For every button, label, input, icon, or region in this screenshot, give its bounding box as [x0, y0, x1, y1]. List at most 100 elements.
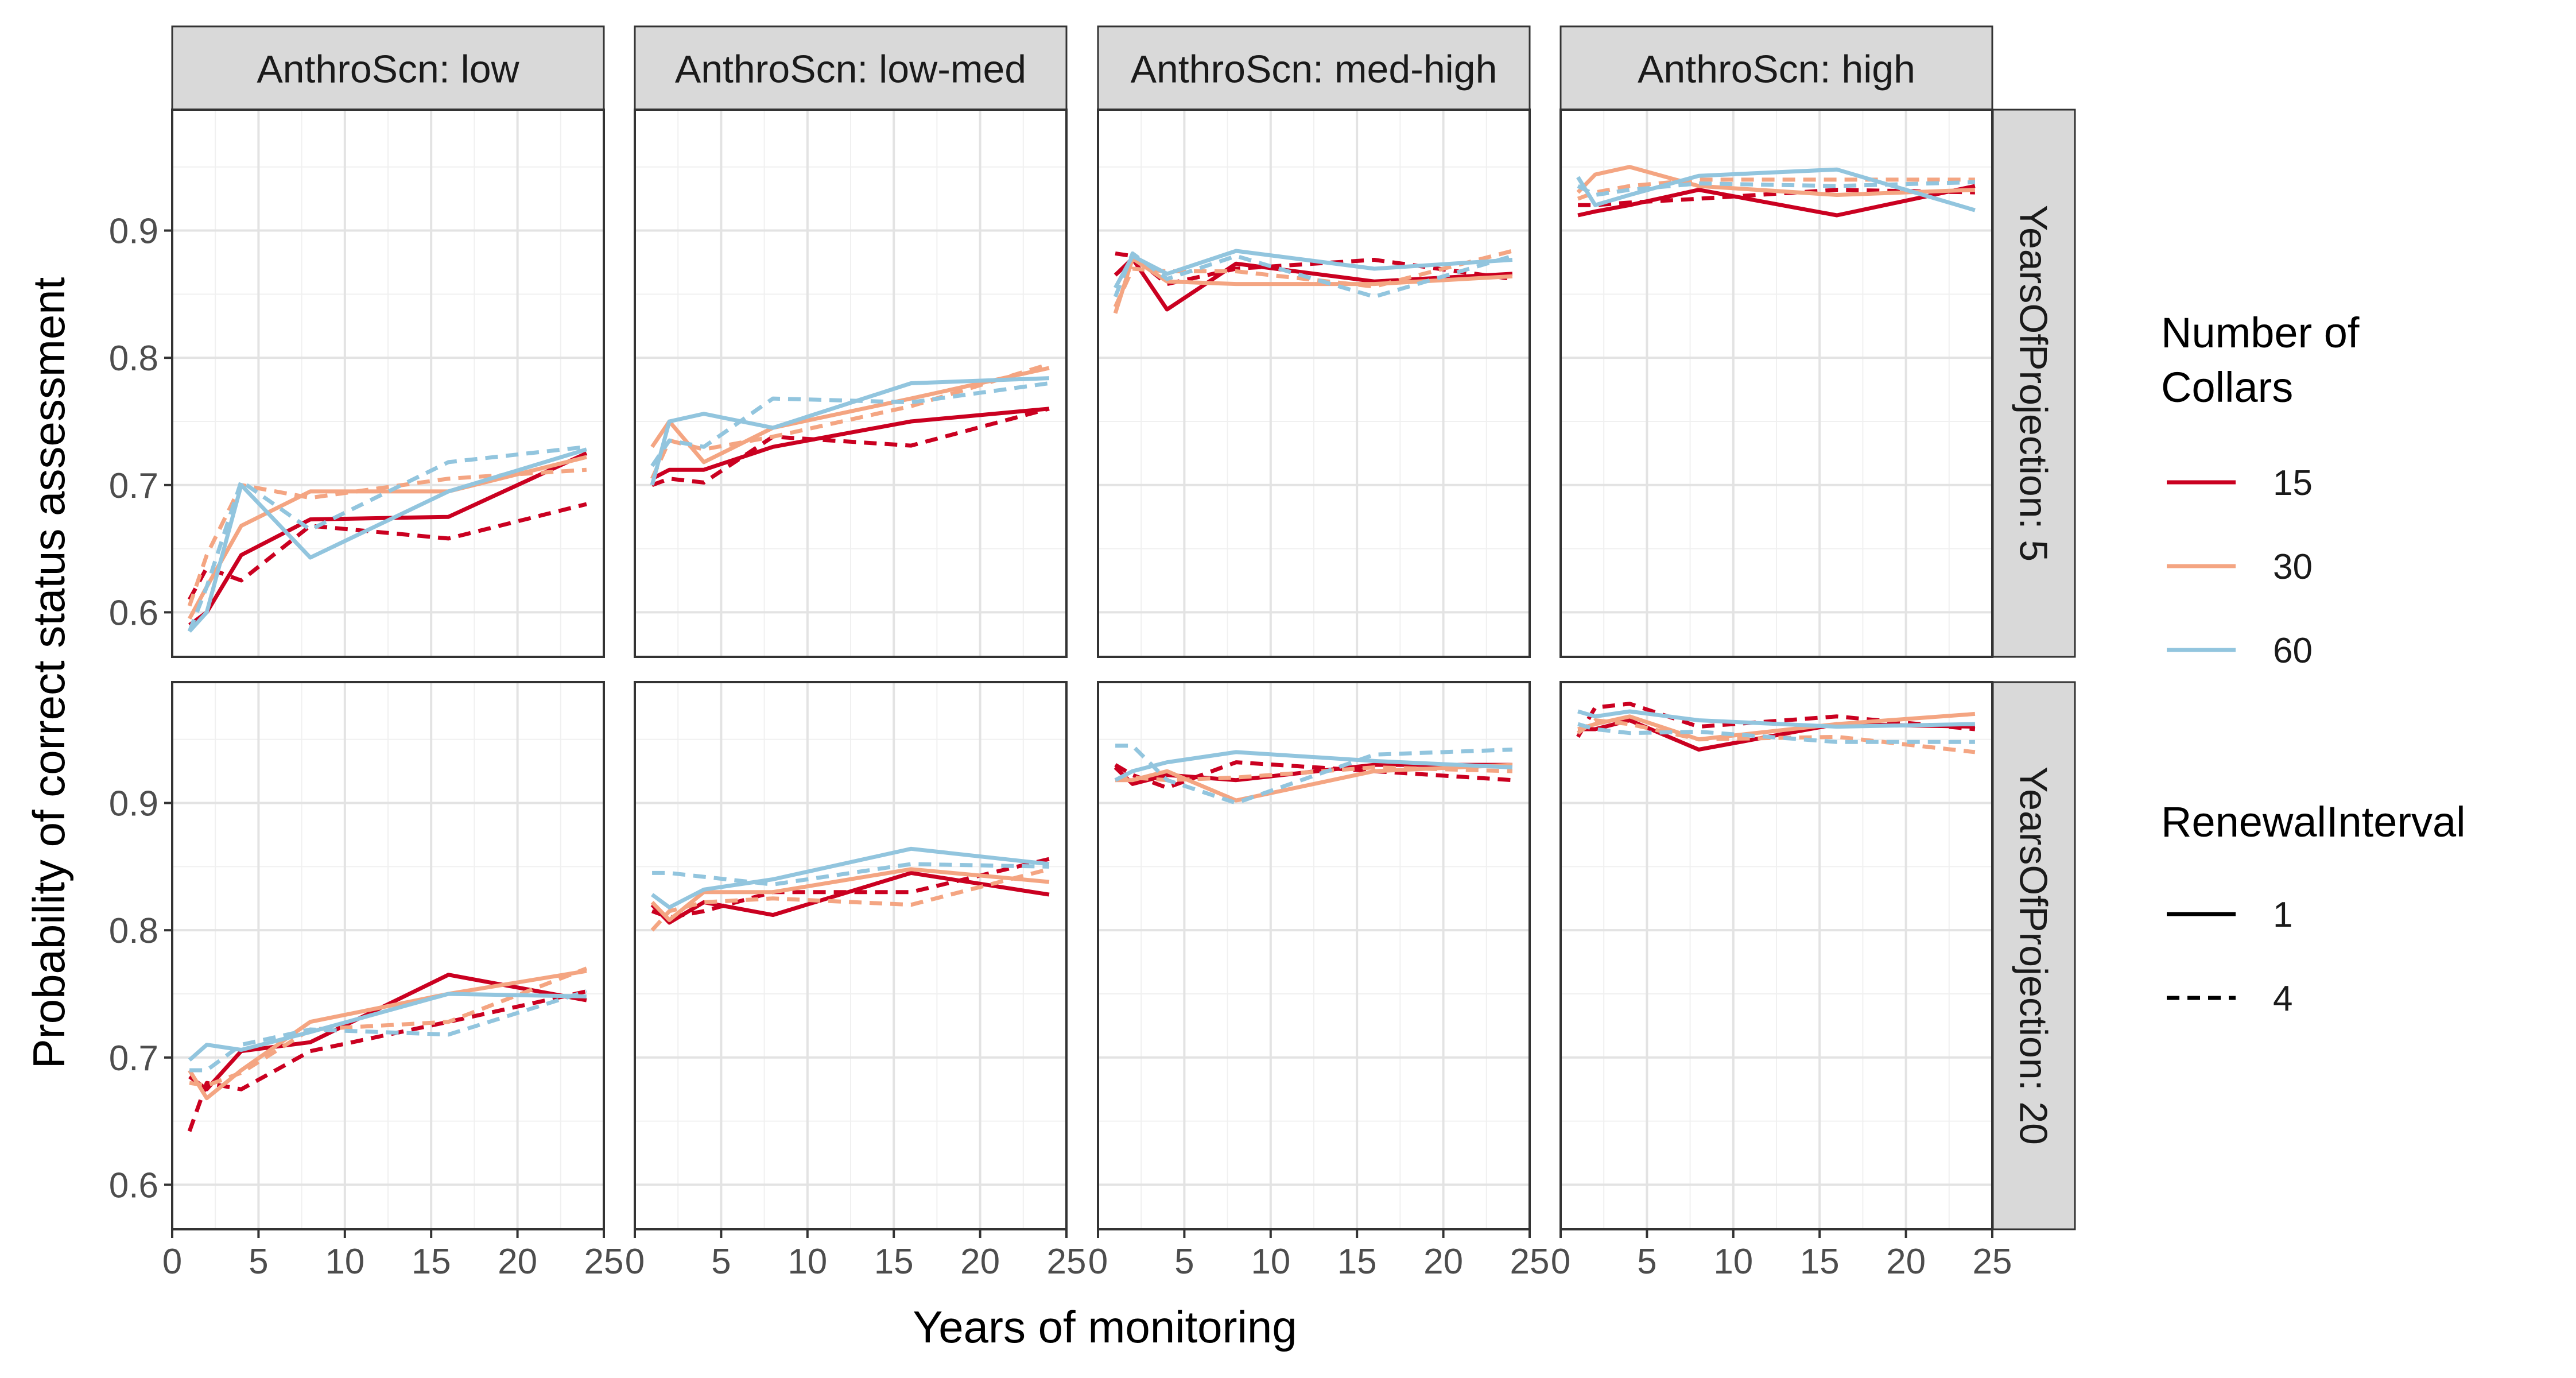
x-tick-label: 0	[1551, 1242, 1570, 1282]
legend-color-label: 60	[2273, 631, 2313, 671]
panel-border	[171, 681, 605, 1230]
panel-border	[1559, 681, 1993, 1230]
panel-border	[171, 109, 605, 658]
y-tick-label: 0.6	[109, 593, 158, 633]
x-tick-label: 15	[874, 1242, 914, 1282]
x-tick-label: 20	[1886, 1242, 1926, 1282]
panel-border	[1097, 109, 1531, 658]
series-line-collars-15-interval-1	[1577, 184, 1976, 218]
x-tick-label: 0	[625, 1242, 645, 1282]
column-strip-label: AnthroScn: low-med	[675, 48, 1026, 91]
column-strip-label: AnthroScn: high	[1638, 48, 1915, 91]
y-tick-label: 0.9	[109, 784, 158, 824]
x-tick-label: 5	[711, 1242, 731, 1282]
series-line-collars-60-interval-1	[188, 992, 587, 1062]
panels-layer: AnthroScn: low AnthroScn: low-med AnthroSc…	[171, 25, 2076, 1230]
x-tick-label: 25	[1973, 1242, 2012, 1282]
facet-panel	[171, 109, 605, 658]
series-line-collars-30-interval-4	[650, 867, 1050, 932]
series-line-collars-30-interval-4	[1113, 249, 1513, 308]
series-line-collars-30-interval-1	[1576, 165, 1976, 197]
panel-border	[1559, 109, 1993, 658]
x-tick-label: 15	[1800, 1242, 1840, 1282]
column-strip	[634, 25, 1068, 111]
series-line-collars-15-interval-4	[651, 407, 1050, 487]
y-axis-title: Probability of correct status assessment	[24, 277, 74, 1069]
series-line-collars-15-interval-4	[188, 502, 587, 601]
facet-panel	[171, 681, 605, 1230]
facet-panel	[634, 109, 1068, 658]
x-tick-label: 10	[325, 1242, 364, 1282]
series-line-collars-60-interval-1	[1577, 709, 1975, 729]
series-line-collars-15-interval-4	[1114, 760, 1513, 790]
panel-border	[1097, 681, 1531, 1230]
series-line-collars-60-interval-4	[1577, 722, 1975, 744]
series-line-collars-60-interval-4	[189, 989, 587, 1073]
series-line-collars-60-interval-4	[650, 381, 1050, 467]
series-line-collars-15-interval-4	[651, 857, 1050, 920]
x-tick-label: 20	[498, 1242, 537, 1282]
series-line-collars-60-interval-4	[1577, 180, 1975, 197]
series-line-collars-15-interval-4	[1578, 188, 1975, 207]
row-strip	[1992, 109, 2076, 658]
legend-color-title: Number of Collars	[2161, 309, 2360, 411]
series-line-collars-60-interval-1	[1114, 750, 1513, 782]
series-line-collars-30-interval-1	[188, 969, 587, 1101]
y-tick-label: 0.8	[109, 339, 158, 378]
x-tick-label: 10	[787, 1242, 827, 1282]
x-tick-label: 0	[1088, 1242, 1108, 1282]
legend-color-title-line: Collars	[2161, 363, 2293, 411]
legend-linetype-label: 4	[2273, 979, 2292, 1019]
series-line-collars-30-interval-1	[1115, 762, 1513, 803]
x-tick-label: 0	[162, 1242, 182, 1282]
axes-layer: 0.60.70.80.90.60.70.80.90 5 10 15 20 25 0 5 10 15…	[109, 212, 2012, 1282]
x-tick-label: 25	[1047, 1242, 1087, 1282]
x-tick-label: 20	[960, 1242, 1000, 1282]
x-axis-title: Years of monitoring	[913, 1302, 1297, 1352]
series-line-collars-60-interval-1	[1114, 249, 1513, 289]
series-line-collars-30-interval-1	[650, 867, 1050, 922]
row-strip-label: YearsOfProjection: 20	[2012, 767, 2055, 1145]
row-strip	[1992, 681, 2076, 1230]
legend-color-title-line: Number of	[2161, 309, 2360, 357]
legend: Number of Collars 15 30 60 RenewalInterval…	[2161, 309, 2466, 1019]
row-strip-label: YearsOfProjection: 5	[2012, 205, 2055, 562]
series-line-collars-15-interval-4	[1115, 251, 1513, 287]
legend-linetype-items: 14	[2167, 895, 2292, 1019]
panel-border	[634, 681, 1068, 1230]
column-strip-label: AnthroScn: low	[257, 48, 519, 91]
series-line-collars-60-interval-4	[187, 444, 587, 632]
series-line-collars-60-interval-1	[188, 447, 587, 633]
column-strip-label: AnthroScn: med-high	[1131, 48, 1498, 91]
facet-panel	[1097, 109, 1531, 658]
facet-panel	[1559, 681, 1993, 1230]
x-tick-label: 20	[1423, 1242, 1463, 1282]
x-tick-label: 5	[1637, 1242, 1656, 1282]
legend-linetype-label: 1	[2273, 895, 2292, 935]
x-tick-label: 25	[1510, 1242, 1550, 1282]
facet-panel	[1559, 109, 1993, 658]
x-tick-label: 15	[412, 1242, 451, 1282]
y-tick-label: 0.6	[109, 1166, 158, 1205]
series-line-collars-60-interval-1	[651, 846, 1050, 909]
panel-border	[634, 109, 1068, 658]
x-tick-label: 25	[584, 1242, 624, 1282]
legend-color-label: 30	[2273, 547, 2313, 587]
x-tick-label: 15	[1337, 1242, 1377, 1282]
legend-linetype-title: RenewalInterval	[2161, 798, 2466, 846]
facet-panel	[634, 681, 1068, 1230]
column-strip	[1097, 25, 1531, 111]
legend-color-items: 15 30 60	[2167, 463, 2313, 671]
series-line-collars-30-interval-4	[1577, 177, 1975, 201]
y-tick-label: 0.7	[109, 466, 158, 506]
facet-panel	[1097, 681, 1531, 1230]
y-tick-label: 0.8	[109, 911, 158, 951]
series-line-collars-30-interval-1	[1113, 256, 1513, 314]
series-line-collars-30-interval-4	[189, 966, 588, 1088]
series-line-collars-60-interval-4	[1113, 251, 1513, 299]
x-tick-label: 5	[1174, 1242, 1194, 1282]
y-tick-label: 0.7	[109, 1039, 158, 1078]
legend-color-label: 15	[2273, 463, 2313, 503]
series-line-collars-30-interval-4	[187, 467, 587, 607]
